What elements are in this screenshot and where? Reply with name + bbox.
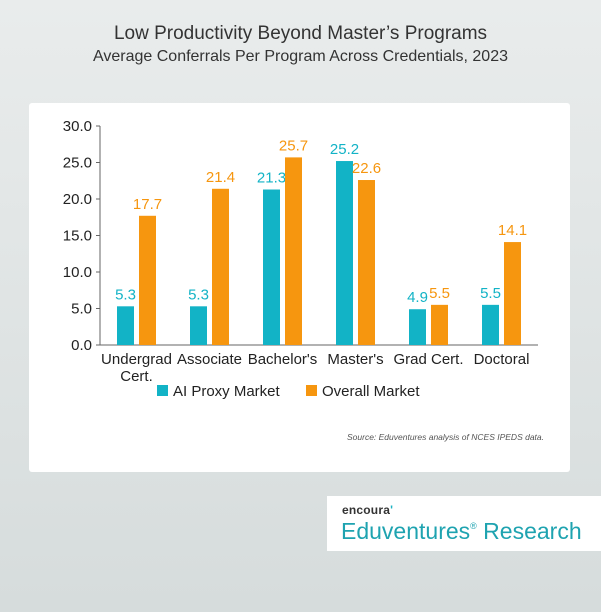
legend-swatch xyxy=(157,385,168,396)
bar-chart: 0.0 5.0 10.0 15.0 20.0 25.0 30.0 5.3 17.7 Undergr… xyxy=(63,118,538,400)
brand-panel: encoura' Eduventures® Research xyxy=(327,496,601,551)
y-tick-label: 20.0 xyxy=(63,191,92,208)
data-label: 5.5 xyxy=(429,285,450,302)
chart-subtitle: Average Conferrals Per Program Across Cr… xyxy=(92,48,508,65)
bar-overall xyxy=(431,304,448,345)
legend-label: Overall Market xyxy=(322,383,420,400)
brand-name-main: Eduventures xyxy=(341,518,471,544)
x-tick-label: Associate xyxy=(177,351,242,368)
bar-overall xyxy=(212,188,229,345)
data-label: 21.4 xyxy=(206,169,235,186)
bar-ai-proxy xyxy=(263,189,280,345)
bar-ai-proxy xyxy=(336,161,353,345)
x-tick-label: Bachelor's xyxy=(248,351,318,368)
x-tick-label: Cert. xyxy=(120,368,153,385)
data-label: 5.3 xyxy=(115,286,136,303)
data-label: 25.7 xyxy=(279,137,308,154)
data-label: 21.3 xyxy=(257,170,286,187)
legend-label: AI Proxy Market xyxy=(173,383,281,400)
x-tick-label: Undergrad xyxy=(101,351,172,368)
bar-ai-proxy xyxy=(190,306,207,345)
encoura-logo: encoura' xyxy=(342,503,393,517)
bar-ai-proxy xyxy=(117,306,134,345)
y-tick-label: 10.0 xyxy=(63,264,92,281)
data-label: 25.2 xyxy=(330,141,359,158)
bar-ai-proxy xyxy=(482,304,499,345)
logo-mark: ' xyxy=(390,503,394,517)
data-label: 22.6 xyxy=(352,160,381,177)
y-tick-label: 15.0 xyxy=(63,228,92,245)
title-block: Low Productivity Beyond Master’s Program… xyxy=(0,22,601,67)
bar-ai-proxy xyxy=(409,309,426,345)
brand-name: Eduventures® Research xyxy=(341,518,582,545)
source-note: Source: Eduventures analysis of NCES IPE… xyxy=(346,432,544,442)
legend-swatch xyxy=(306,385,317,396)
y-tick-label: 30.0 xyxy=(63,118,92,135)
y-tick-label: 25.0 xyxy=(63,155,92,172)
data-label: 17.7 xyxy=(133,196,162,213)
x-tick-label: Master's xyxy=(327,351,383,368)
bar-overall xyxy=(358,180,375,345)
bar-overall xyxy=(285,157,302,345)
bar-overall xyxy=(139,215,156,345)
y-tick-label: 5.0 xyxy=(71,301,92,318)
bar-overall xyxy=(504,242,521,345)
chart-title: Low Productivity Beyond Master’s Program… xyxy=(113,23,488,44)
registered-mark: ® xyxy=(470,521,477,531)
x-tick-label: Doctoral xyxy=(474,351,530,368)
data-label: 4.9 xyxy=(407,289,428,306)
logo-text: encoura xyxy=(342,503,391,517)
brand-name-rest: Research xyxy=(476,518,582,544)
data-label: 14.1 xyxy=(498,222,527,239)
data-label: 5.5 xyxy=(480,285,501,302)
chart-card: 0.0 5.0 10.0 15.0 20.0 25.0 30.0 5.3 17.7 Undergr… xyxy=(29,103,570,472)
y-tick-label: 0.0 xyxy=(71,337,92,354)
data-label: 5.3 xyxy=(188,286,209,303)
x-tick-label: Grad Cert. xyxy=(393,351,463,368)
